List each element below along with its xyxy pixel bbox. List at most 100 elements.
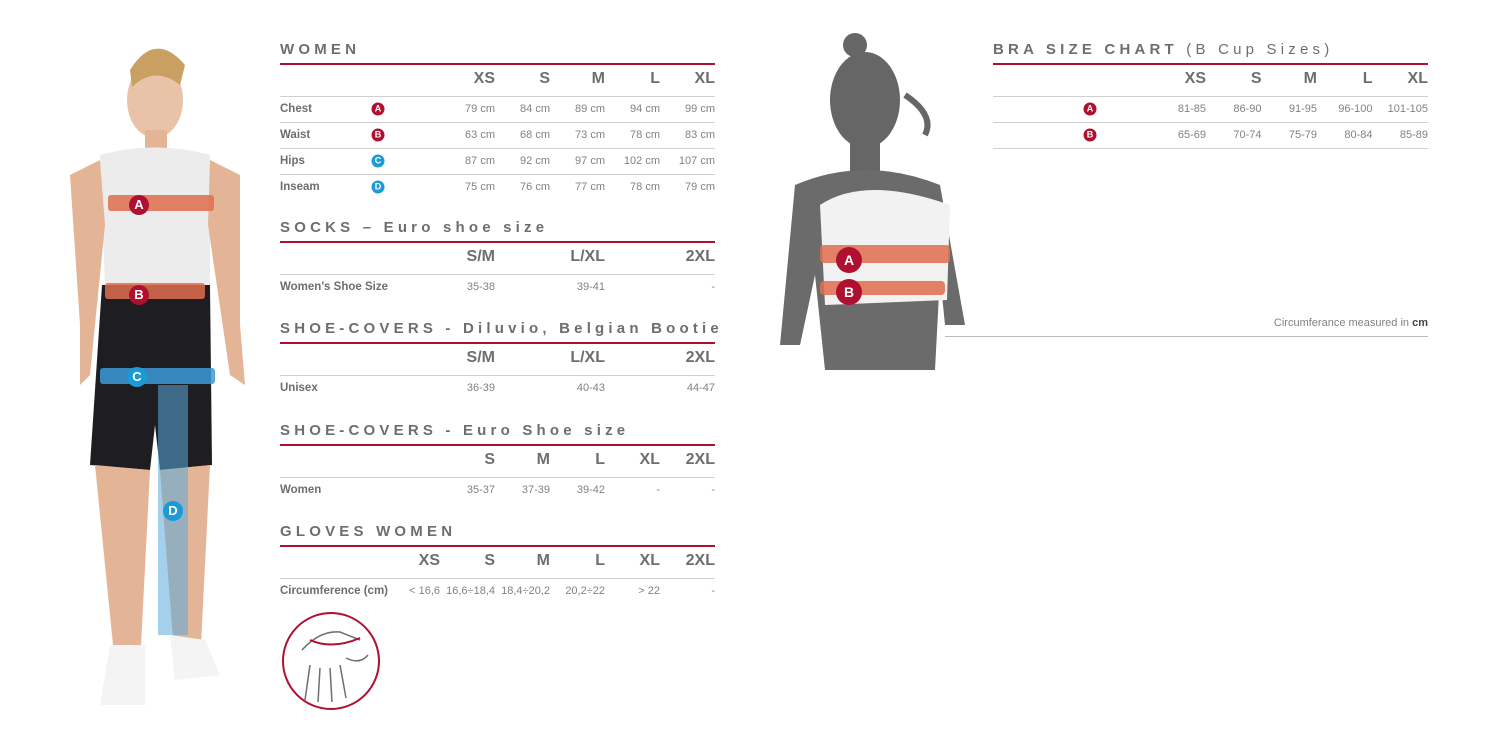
table-cell: - [711, 484, 715, 496]
table-cell: 80-84 [1344, 129, 1373, 141]
header-divider [280, 274, 715, 275]
bra-note-text: Circumferance measured in [1273, 317, 1413, 329]
shoe-covers-diluvio-title-underline [280, 342, 715, 344]
badge-d: D [371, 180, 385, 194]
shoe-covers-diluvio-title: SHOE-COVERS - Diluvio, Belgian Bootie [280, 320, 723, 337]
socks-title-text: SOCKS – Euro shoe size [280, 219, 549, 236]
size-header-m: M [536, 451, 550, 468]
table-cell: 63 cm [465, 129, 495, 141]
bra-measurement-figure [780, 33, 965, 370]
badge-a: A [371, 102, 385, 116]
table-cell: 78 cm [630, 181, 660, 193]
size-header-xs: XS [1184, 70, 1206, 87]
table-cell: 20,2÷22 [565, 585, 605, 597]
table-cell: 44-47 [686, 382, 715, 394]
shoe-covers-euro-title: SHOE-COVERS - Euro Shoe size [280, 422, 629, 439]
socks-title-underline [280, 241, 715, 243]
table-cell: 35-37 [466, 484, 495, 496]
row-label: Waist [280, 129, 311, 141]
bra-subtitle: (B Cup Sizes) [1186, 41, 1334, 58]
size-header-m: M [1303, 70, 1317, 87]
table-cell: 86-90 [1233, 103, 1262, 115]
figure-badge-a: A [134, 197, 144, 212]
women-title-underline [280, 63, 715, 65]
table-cell: 16,6÷18,4 [446, 585, 495, 597]
size-header-2xl: 2XL [685, 349, 715, 366]
header-divider [993, 96, 1428, 97]
bra-figure-badge-b: B [843, 284, 855, 300]
bra-note-unit: cm [1412, 317, 1428, 329]
woman-measurement-figure [70, 48, 245, 705]
table-cell: 75-79 [1288, 129, 1317, 141]
row-divider [993, 148, 1428, 149]
row-divider [280, 122, 715, 123]
shoe-covers-diluvio-title-text: SHOE-COVERS - Diluvio, Belgian Bootie [280, 320, 723, 337]
size-header-l-xl: L/XL [570, 248, 605, 265]
table-cell: 77 cm [575, 181, 605, 193]
size-header-s: S [484, 552, 495, 569]
table-cell: 79 cm [465, 103, 495, 115]
size-header-xs: XS [418, 552, 440, 569]
bra-figure-badge-a: A [843, 252, 855, 268]
table-cell: 89 cm [575, 103, 605, 115]
table-cell: 37-39 [521, 484, 550, 496]
table-cell: 81-85 [1177, 103, 1206, 115]
table-cell: 85-89 [1399, 129, 1428, 141]
figure-badge-c: C [132, 369, 142, 384]
table-cell: 97 cm [575, 155, 605, 167]
table-cell: 35-38 [466, 281, 495, 293]
table-cell: 107 cm [678, 155, 715, 167]
table-cell: 65-69 [1177, 129, 1206, 141]
badge-c: C [371, 154, 385, 168]
badge-a: A [1083, 102, 1097, 116]
row-label: Women's Shoe Size [280, 281, 388, 293]
figure-badge-b: B [134, 287, 144, 302]
row-label: Inseam [280, 181, 320, 193]
header-divider [280, 477, 715, 478]
table-cell: 101-105 [1387, 103, 1428, 115]
table-cell: - [711, 281, 715, 293]
table-cell: - [711, 585, 715, 597]
size-header-l: L [595, 451, 605, 468]
size-header-l: L [650, 70, 660, 87]
row-label: Circumference (cm) [280, 585, 389, 597]
bra-title: BRA SIZE CHART (B Cup Sizes) [993, 41, 1333, 58]
size-header-xl: XL [639, 552, 660, 569]
table-cell: 75 cm [465, 181, 495, 193]
row-divider [280, 148, 715, 149]
table-cell: 40-43 [576, 382, 605, 394]
table-cell: > 22 [638, 585, 660, 597]
size-header-xl: XL [1407, 70, 1428, 87]
women-title-text: WOMEN [280, 41, 361, 58]
table-cell: 36-39 [466, 382, 495, 394]
table-cell: - [656, 484, 660, 496]
table-cell: 87 cm [465, 155, 495, 167]
table-cell: 91-95 [1288, 103, 1317, 115]
badge-b: B [1083, 128, 1097, 142]
row-label: Unisex [280, 382, 318, 394]
gloves-title-text: GLOVES WOMEN [280, 523, 457, 540]
shoe-covers-euro-title-text: SHOE-COVERS - Euro Shoe size [280, 422, 630, 439]
row-divider [280, 174, 715, 175]
shoe-covers-euro-title-underline [280, 444, 715, 446]
size-header-s: S [484, 451, 495, 468]
women-title: WOMEN [280, 41, 360, 58]
table-cell: 94 cm [630, 103, 660, 115]
table-cell: 39-42 [576, 484, 605, 496]
header-divider [280, 375, 715, 376]
table-cell: 83 cm [685, 129, 715, 141]
header-divider [280, 96, 715, 97]
size-header-s: S [539, 70, 550, 87]
figure-badge-d: D [168, 503, 178, 518]
table-cell: 84 cm [520, 103, 550, 115]
gloves-title: GLOVES WOMEN [280, 523, 456, 540]
row-label: Women [280, 484, 322, 496]
table-cell: 79 cm [685, 181, 715, 193]
bra-title-text: BRA SIZE CHART [993, 41, 1178, 58]
size-header-m: M [536, 552, 550, 569]
size-header-l: L [1362, 70, 1373, 87]
table-cell: 76 cm [520, 181, 550, 193]
badge-b: B [371, 128, 385, 142]
table-cell: 70-74 [1233, 129, 1262, 141]
row-label: Hips [280, 155, 305, 167]
